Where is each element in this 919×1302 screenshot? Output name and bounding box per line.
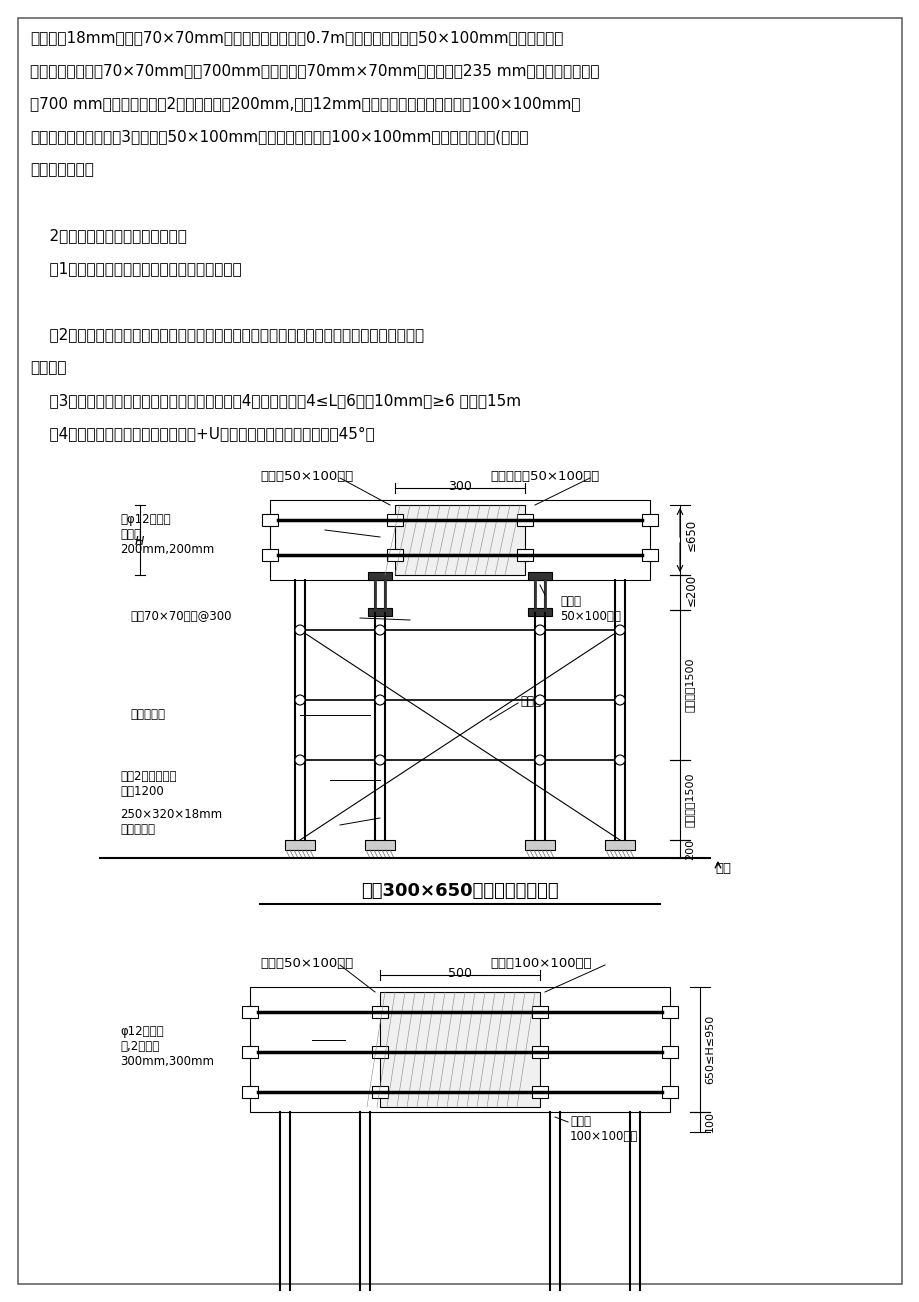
Text: 扣件式连接: 扣件式连接 [130, 708, 165, 721]
Text: 首层300×650梁模板支撑系统图: 首层300×650梁模板支撑系统图 [361, 881, 558, 900]
Text: 梁底2根承重立杆
纵距1200: 梁底2根承重立杆 纵距1200 [119, 769, 176, 798]
Bar [387, 514, 403, 526]
Text: 200: 200 [685, 838, 694, 859]
Text: 板外龙骨采用木方70×70mm间距700mm、内龙骨（70mm×70mm木枋）间距235 mm；穿梁螺栓水平间: 板外龙骨采用木方70×70mm间距700mm、内龙骨（70mm×70mm木枋）间… [30, 62, 599, 78]
Bar [605, 840, 634, 850]
Bar [525, 840, 554, 850]
Text: 外龙骨采用50×100方木: 外龙骨采用50×100方木 [490, 470, 598, 483]
Circle shape [375, 755, 384, 766]
Bar [380, 992, 539, 1107]
Bar [528, 608, 551, 616]
Circle shape [614, 695, 624, 704]
Text: 100: 100 [704, 1112, 714, 1133]
Text: 顶托梁
50×100方木: 顶托梁 50×100方木 [560, 595, 620, 622]
Bar [371, 1046, 388, 1059]
FancyBboxPatch shape [18, 18, 901, 1284]
Bar [394, 505, 525, 575]
Bar [662, 1086, 677, 1098]
Text: 支撑系统图）。: 支撑系统图）。 [30, 161, 94, 177]
Text: ≤650: ≤650 [685, 519, 698, 551]
Bar [242, 1086, 257, 1098]
Text: 650≤H≤950: 650≤H≤950 [704, 1014, 714, 1083]
Bar [662, 1006, 677, 1018]
Bar [242, 1046, 257, 1059]
Circle shape [375, 625, 384, 635]
Bar [516, 549, 532, 561]
Text: 250×320×18mm
胶合板垫板: 250×320×18mm 胶合板垫板 [119, 809, 221, 836]
Text: （4）梁侧设置斜向支撑，采用钢管+U型托，对称斜向加固（尽量取45°）: （4）梁侧设置斜向支撑，采用钢管+U型托，对称斜向加固（尽量取45°） [30, 426, 374, 441]
Text: 立杆步距1500: 立杆步距1500 [685, 773, 694, 827]
Circle shape [535, 695, 544, 704]
Text: ≤200: ≤200 [685, 574, 698, 605]
Text: 500: 500 [448, 967, 471, 980]
Bar [269, 500, 650, 579]
Circle shape [375, 695, 384, 704]
Text: 外龙骨100×100方木: 外龙骨100×100方木 [490, 957, 591, 970]
Bar [371, 1086, 388, 1098]
Text: 内龙骨50×100方木: 内龙骨50×100方木 [260, 470, 353, 483]
Bar [516, 514, 532, 526]
Bar [285, 840, 314, 850]
Text: 2、梁模板施工时注意以下几点：: 2、梁模板施工时注意以下几点： [30, 228, 187, 243]
Circle shape [295, 625, 305, 635]
Text: 内龙骨50×100方木: 内龙骨50×100方木 [260, 957, 353, 970]
Text: 300: 300 [448, 480, 471, 493]
Text: 剪刀撑: 剪刀撑 [519, 695, 540, 708]
Bar [528, 572, 551, 579]
Bar [371, 1006, 388, 1018]
Text: φ12对拉螺
栓,2道间距
300mm,300mm: φ12对拉螺 栓,2道间距 300mm,300mm [119, 1025, 214, 1068]
Bar [365, 840, 394, 850]
Text: H: H [135, 535, 144, 548]
Bar [531, 1006, 548, 1018]
Circle shape [295, 695, 305, 704]
Circle shape [535, 625, 544, 635]
Bar [641, 514, 657, 526]
Text: 梁底70×70方木@300: 梁底70×70方木@300 [130, 611, 232, 622]
Text: 方，侧模板内龙骨布置3道，采用50×100mm木方，外龙骨采用100×100mm。具体做法详见(梁模板: 方，侧模板内龙骨布置3道，采用50×100mm木方，外龙骨采用100×100mm… [30, 129, 528, 145]
Circle shape [614, 755, 624, 766]
Bar [662, 1046, 677, 1059]
Text: 距700 mm；对拉螺栓布置2道，竖向间距200mm,直径12mm。大跨度梁模板梁顶托采用100×100mm木: 距700 mm；对拉螺栓布置2道，竖向间距200mm,直径12mm。大跨度梁模板… [30, 96, 580, 111]
Circle shape [295, 755, 305, 766]
Bar [641, 549, 657, 561]
Bar [531, 1046, 548, 1059]
Text: 撑连通；: 撑连通； [30, 359, 66, 375]
Text: （2）钢管排架搭设横平竖直，纵横连通，上下层支顶位置一致，连接件需连接牢固，水平拉: （2）钢管排架搭设横平竖直，纵横连通，上下层支顶位置一致，连接件需连接牢固，水平… [30, 327, 424, 342]
Bar [368, 572, 391, 579]
Circle shape [535, 755, 544, 766]
Text: 面板厚度18mm。木方70×70mm。梁底支撑方木长度0.7m。首层梁顶托采用50×100mm木方，梁侧模: 面板厚度18mm。木方70×70mm。梁底支撑方木长度0.7m。首层梁顶托采用5… [30, 30, 562, 46]
Circle shape [614, 625, 624, 635]
Bar [368, 608, 391, 616]
Text: 地面: 地面 [714, 862, 731, 875]
Text: （1）横板支撑钢管必须在楼面弹线上垫木方；: （1）横板支撑钢管必须在楼面弹线上垫木方； [30, 260, 242, 276]
Bar [531, 1086, 548, 1098]
Text: 顶托梁
100×100方木: 顶托梁 100×100方木 [570, 1115, 638, 1143]
Text: 立杆步距1500: 立杆步距1500 [685, 658, 694, 712]
Text: （3）根据梁跨度，决定顶板模板起拱大小：＜4不考虑起拱，4≤L＜6起拱10mm，≥6 的起拱15m: （3）根据梁跨度，决定顶板模板起拱大小：＜4不考虑起拱，4≤L＜6起拱10mm，… [30, 393, 520, 408]
Bar [262, 549, 278, 561]
Bar [242, 1006, 257, 1018]
Text: 设φ12对拉螺
栓间距
200mm,200mm: 设φ12对拉螺 栓间距 200mm,200mm [119, 513, 214, 556]
Bar [250, 987, 669, 1112]
Bar [262, 514, 278, 526]
Bar [387, 549, 403, 561]
